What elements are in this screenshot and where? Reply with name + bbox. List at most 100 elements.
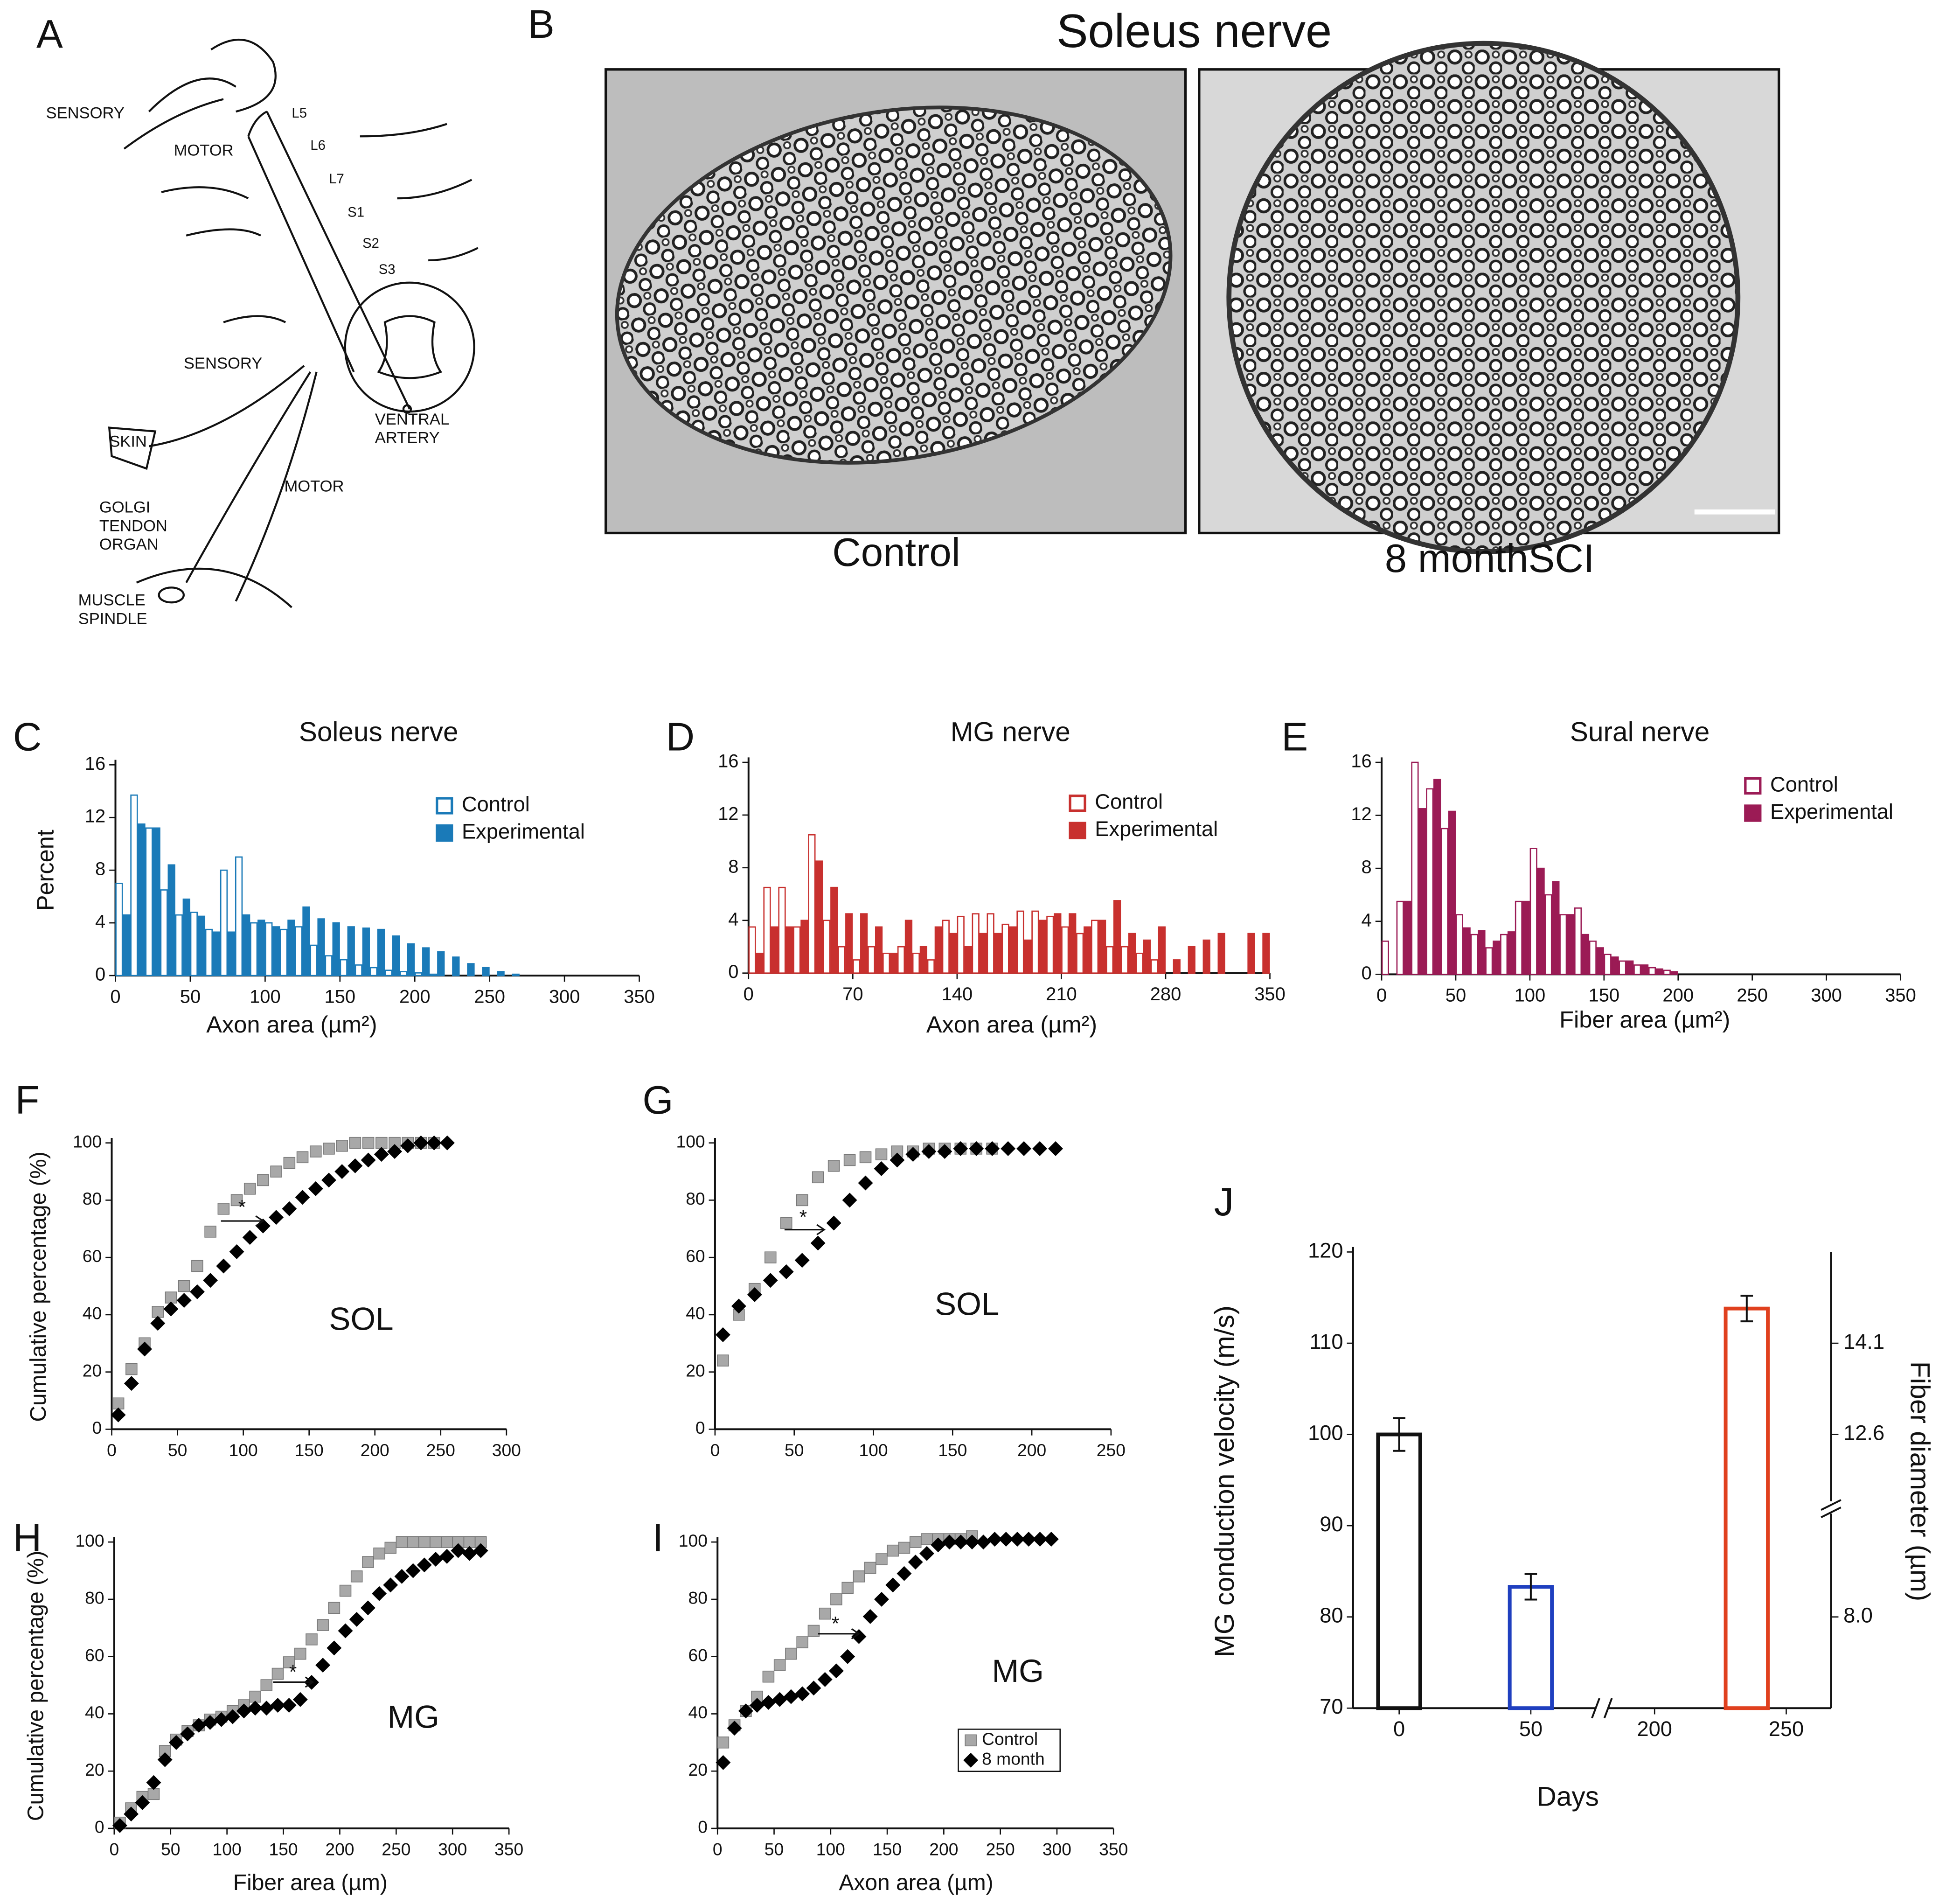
y-axis-label: MG conduction velocity (m/s) [1209,1305,1240,1657]
y-tick-label: 8 [95,859,105,879]
diamond-point [953,1141,968,1156]
y-tick-label: 16 [85,753,105,774]
bar [138,823,146,976]
bar [384,969,393,976]
square-point [375,1137,388,1149]
bar [220,869,228,976]
bar [175,914,183,976]
x-tick-label: 0 [713,1840,723,1859]
diagram-label: TENDON [99,517,167,535]
square-point [876,1553,888,1565]
bar [1173,959,1181,974]
bar [430,973,438,976]
bar [1619,960,1626,975]
bar [897,946,905,974]
diamond-point [1016,1141,1032,1156]
x-tick-label: 50 [785,1440,804,1460]
diamond-point [976,1534,991,1550]
x-tick-label: 150 [873,1840,902,1859]
square-point [271,1667,284,1680]
square-point [764,1251,777,1263]
panel-label: F [15,1078,40,1123]
square-point [178,1280,190,1292]
diagram-label: S1 [347,205,364,220]
diamond-point [315,1658,331,1673]
square-point [317,1619,329,1631]
y-tick-label: 120 [1308,1238,1343,1262]
legend-swatch [1069,795,1086,812]
diamond-point [987,1532,1002,1547]
diamond-point [715,1327,730,1342]
bar [1262,933,1270,974]
bar [399,971,408,976]
y2-tick-label: 8.0 [1843,1604,1873,1627]
diamond-point [953,1534,968,1550]
bar [1113,900,1121,974]
bar [1463,927,1471,975]
bar [414,972,423,976]
bar [1001,923,1009,974]
square-point [418,1536,431,1548]
bar [265,922,273,976]
bar [242,914,250,976]
y-tick-label: 20 [83,1361,102,1381]
square-point [260,1679,273,1691]
bar [317,918,325,976]
diamond-point [282,1201,297,1216]
diagram-label: ARTERY [375,429,440,447]
y-tick-label: 60 [85,1646,104,1665]
diamond-point [327,1640,342,1656]
bar [1655,968,1663,975]
y-tick-label: 8 [728,856,738,877]
bar [1084,926,1091,974]
diamond-point [890,1152,905,1168]
square-point [147,1788,160,1800]
bar [190,912,198,976]
micrograph-caption: Control [832,530,960,575]
bar [325,955,333,976]
diamond-point [308,1181,323,1196]
x-tick-label: 350 [1254,984,1286,1004]
bar [1150,959,1159,974]
bar [1128,933,1136,974]
diagram-label: L6 [310,138,326,153]
x-tick-label: 50 [168,1440,187,1460]
diamond-point [862,1609,878,1624]
x-tick-label: 0 [107,1440,117,1460]
x-tick-label: 150 [269,1840,298,1859]
diagram-label: L7 [329,172,344,187]
y-tick-label: 4 [1362,910,1372,930]
diamond-point [1001,1141,1016,1156]
bar [1559,914,1567,975]
diamond-point [826,1215,841,1231]
diamond-point [874,1591,889,1607]
x-tick-label: 0 [1376,985,1387,1006]
diamond-point [908,1555,923,1570]
bar [934,926,942,974]
bar [853,959,861,974]
diagram-label: SPINDLE [78,610,147,628]
square-point [152,1306,164,1318]
bar [778,886,786,974]
square-point [204,1226,216,1238]
x-axis-label: Fiber area (µm²) [1559,1006,1730,1033]
diagram-label: S3 [379,262,396,277]
y-tick-label: 80 [686,1189,705,1208]
y-tick-label: 12 [85,806,105,827]
diamond-point [321,1172,336,1188]
y-tick-label: 80 [85,1588,104,1608]
diamond-point [146,1775,161,1790]
diamond-point [150,1316,166,1331]
diamond-point [998,1532,1014,1547]
bar [1537,867,1545,975]
legend-label: Control [462,792,530,816]
bar [1433,779,1441,975]
y-tick-label: 20 [688,1760,708,1779]
y-tick-label: 90 [1320,1512,1343,1536]
bar [919,946,928,974]
bar [1633,964,1641,975]
bar [868,946,876,974]
diamond-point [840,1649,855,1664]
shift-arrow [273,1676,314,1688]
